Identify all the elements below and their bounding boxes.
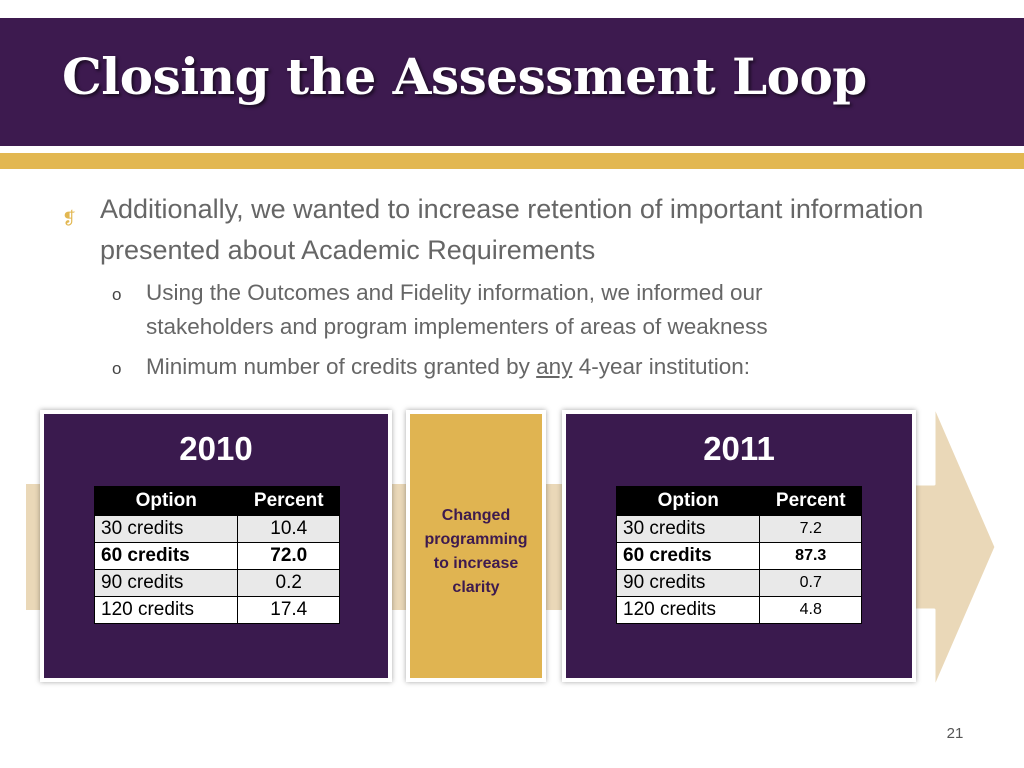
- table-row: 120 credits 17.4: [93, 596, 340, 624]
- option-cell: 60 credits: [93, 542, 239, 570]
- table-row: 120 credits 4.8: [615, 596, 862, 624]
- change-panel: Changed programming to increase clarity: [406, 410, 546, 682]
- change-description: Changed programming to increase clarity: [410, 504, 542, 600]
- bullet-text: Additionally, we wanted to increase rete…: [100, 194, 924, 265]
- sub-bullet-text-start: Minimum number of credits granted by: [146, 354, 537, 379]
- table-row: 90 credits 0.2: [93, 569, 340, 597]
- table-row: 30 credits 10.4: [93, 515, 340, 543]
- column-header: Percent: [759, 486, 862, 516]
- percent-cell: 0.2: [237, 569, 340, 597]
- option-cell: 90 credits: [93, 569, 239, 597]
- column-header: Option: [93, 486, 239, 516]
- percent-cell: 72.0: [237, 542, 340, 570]
- table-header-row: Option Percent: [93, 486, 340, 516]
- option-cell: 120 credits: [93, 596, 239, 624]
- credits-table-2010: Option Percent 30 credits 10.4 60 credit…: [93, 486, 340, 624]
- option-cell: 60 credits: [615, 542, 761, 570]
- table-row: 60 credits 72.0: [93, 542, 340, 570]
- year-2011-panel: 2011 Option Percent 30 credits 7.2 60 cr…: [562, 410, 916, 682]
- percent-cell: 0.7: [759, 569, 862, 597]
- column-header: Option: [615, 486, 761, 516]
- sub-bullet-text-end: 4-year institution:: [572, 354, 751, 379]
- table-row: 30 credits 7.2: [615, 515, 862, 543]
- year-label: 2010: [179, 430, 253, 467]
- title-banner: [0, 18, 1024, 146]
- sub-bullet-text: Minimum number of credits granted by any…: [146, 350, 886, 384]
- page-number: 21: [946, 725, 964, 742]
- slide-title: Closing the Assessment Loop: [62, 47, 867, 106]
- change-line: programming: [424, 531, 528, 548]
- table-row: 90 credits 0.7: [615, 569, 862, 597]
- percent-cell: 4.8: [759, 596, 862, 624]
- percent-cell: 7.2: [759, 515, 862, 543]
- sub-bullet-marker: o: [112, 359, 122, 378]
- scroll-icon: ❡: [62, 209, 77, 228]
- gold-divider: [0, 153, 1024, 169]
- underlined-word: any: [536, 354, 573, 379]
- option-cell: 120 credits: [615, 596, 761, 624]
- percent-cell: 17.4: [237, 596, 340, 624]
- percent-cell: 87.3: [759, 542, 862, 570]
- sub-bullet-marker: o: [112, 285, 122, 304]
- year-2010-panel: 2010 Option Percent 30 credits 10.4 60 c…: [40, 410, 392, 682]
- percent-cell: 10.4: [237, 515, 340, 543]
- change-line: Changed: [441, 507, 511, 524]
- option-cell: 30 credits: [615, 515, 761, 543]
- change-line: clarity: [452, 579, 500, 596]
- year-label: 2011: [703, 430, 775, 467]
- table-row: 60 credits 87.3: [615, 542, 862, 570]
- sub-bullet-text: Using the Outcomes and Fidelity informat…: [146, 280, 768, 339]
- option-cell: 30 credits: [93, 515, 239, 543]
- change-line: to increase: [433, 555, 519, 572]
- column-header: Percent: [237, 486, 340, 516]
- credits-table-2011: Option Percent 30 credits 7.2 60 credits…: [615, 486, 862, 624]
- table-header-row: Option Percent: [615, 486, 862, 516]
- option-cell: 90 credits: [615, 569, 761, 597]
